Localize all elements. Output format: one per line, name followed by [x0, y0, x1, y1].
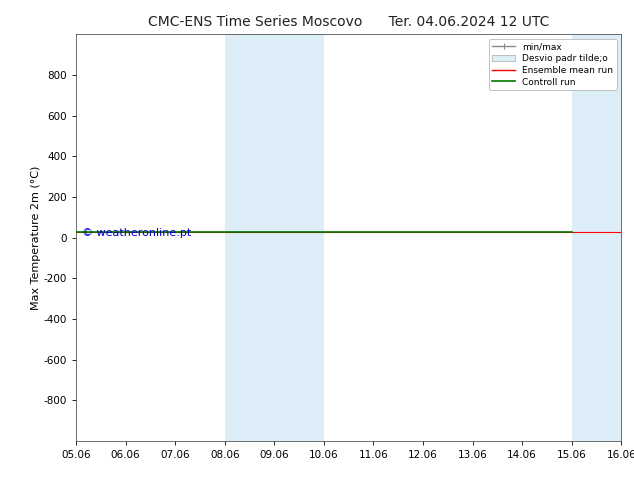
Y-axis label: Max Temperature 2m (°C): Max Temperature 2m (°C)	[31, 166, 41, 310]
Legend: min/max, Desvio padr tilde;o, Ensemble mean run, Controll run: min/max, Desvio padr tilde;o, Ensemble m…	[489, 39, 617, 90]
Bar	[572, 34, 634, 441]
Text: © weatheronline.pt: © weatheronline.pt	[82, 228, 191, 239]
Title: CMC-ENS Time Series Moscovo      Ter. 04.06.2024 12 UTC: CMC-ENS Time Series Moscovo Ter. 04.06.2…	[148, 15, 550, 29]
Bar	[225, 34, 324, 441]
